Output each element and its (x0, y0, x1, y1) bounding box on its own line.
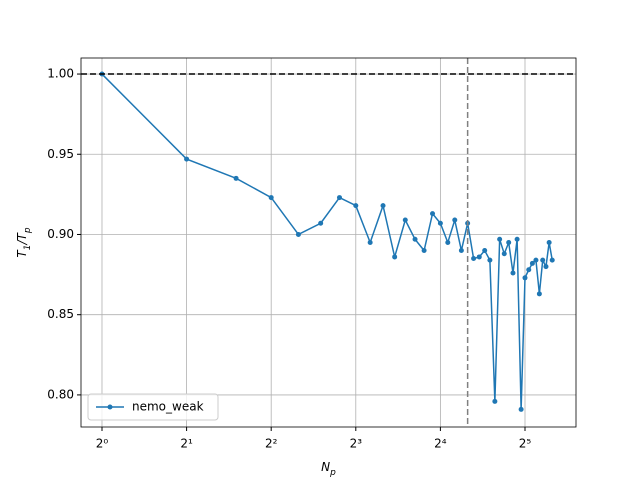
point (549, 257, 555, 263)
point (501, 251, 507, 257)
point (318, 220, 324, 226)
point (492, 398, 498, 404)
y-tick-label: 0.90 (47, 227, 74, 241)
point (367, 240, 373, 245)
point (540, 257, 546, 263)
legend-label: nemo_weak (132, 400, 204, 414)
point (546, 240, 552, 245)
legend-box (87, 393, 219, 421)
point (184, 156, 190, 162)
x-axis-label: Np (321, 460, 336, 478)
x-tick-label: 2⁴ (434, 437, 447, 451)
point (497, 236, 503, 242)
point (529, 260, 535, 266)
point (392, 254, 398, 260)
x-tick-label: 2¹ (180, 437, 193, 451)
point (437, 220, 443, 226)
y-tick-label: 0.80 (47, 387, 74, 401)
point (487, 257, 493, 263)
point (295, 231, 301, 237)
x-tick-label: 2⁰ (96, 437, 109, 451)
legend-marker (107, 404, 113, 410)
point (233, 175, 239, 181)
point (458, 248, 464, 254)
y-tick-label: 1.00 (47, 67, 74, 81)
x-tick-label: 2⁵ (519, 437, 532, 451)
x-tick-label: 2³ (350, 437, 363, 451)
point (421, 248, 427, 254)
point (336, 195, 342, 201)
point (526, 267, 532, 273)
point (533, 257, 539, 263)
point (536, 291, 542, 297)
point (430, 211, 436, 217)
point (518, 406, 524, 412)
series-line (101, 73, 553, 410)
point (471, 256, 477, 262)
point (506, 240, 512, 245)
point (510, 270, 516, 276)
y-tick-label: 0.95 (47, 147, 74, 161)
legend: nemo_weak (87, 393, 219, 421)
point (268, 195, 274, 201)
y-axis-label: T1/Tp (15, 227, 33, 257)
point (476, 254, 482, 260)
point (514, 236, 520, 242)
x-tick-label: 2² (265, 437, 278, 451)
point (412, 236, 418, 242)
y-tick-label: 0.85 (47, 307, 74, 321)
point (482, 248, 488, 254)
point (543, 264, 549, 270)
point (353, 203, 359, 209)
point (402, 217, 408, 223)
point (522, 275, 528, 281)
plot-frame (80, 57, 577, 428)
point (452, 217, 458, 223)
point (445, 240, 451, 245)
point (380, 203, 386, 209)
